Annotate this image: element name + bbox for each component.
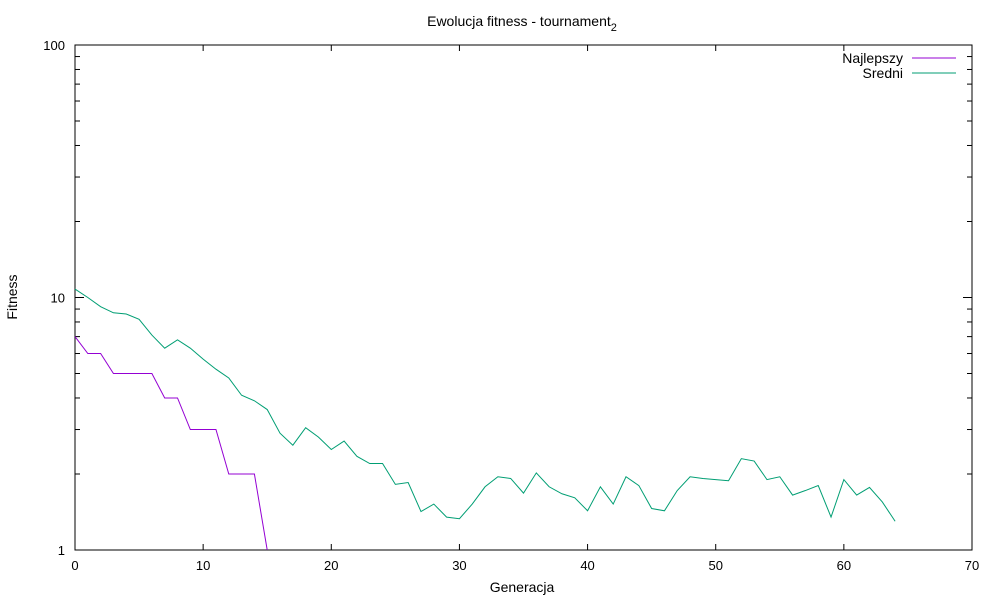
x-tick-label: 20 (324, 558, 338, 573)
plot-border (74, 44, 973, 551)
x-axis: 0 10 20 30 40 50 60 70 (71, 45, 979, 573)
x-tick-label: 70 (965, 558, 979, 573)
y-tick-label: 10 (51, 291, 65, 306)
x-axis-label: Generacja (490, 579, 555, 595)
x-tick-label: 10 (196, 558, 210, 573)
legend-label-sredni: Sredni (863, 65, 903, 81)
x-tick-label: 30 (452, 558, 466, 573)
x-tick-label: 50 (708, 558, 722, 573)
y-tick-label: 1 (58, 543, 65, 558)
series-layer (74, 288, 896, 551)
series-line-najlepszy (74, 336, 268, 551)
y-axis: 1 10 100 (43, 38, 972, 558)
chart-title: Ewolucja fitness - tournament2 (427, 13, 617, 34)
x-tick-label: 60 (837, 558, 851, 573)
y-axis-label: Fitness (4, 274, 20, 319)
legend-label-najlepszy: Najlepszy (842, 50, 903, 66)
chart-title-subscript: 2 (611, 22, 617, 34)
chart-title-main: Ewolucja fitness - tournament (427, 13, 611, 29)
y-tick-label: 100 (43, 38, 65, 53)
series-line-sredni (74, 288, 896, 522)
x-tick-label: 0 (71, 558, 78, 573)
plot-frame (74, 44, 973, 551)
x-tick-label: 40 (580, 558, 594, 573)
